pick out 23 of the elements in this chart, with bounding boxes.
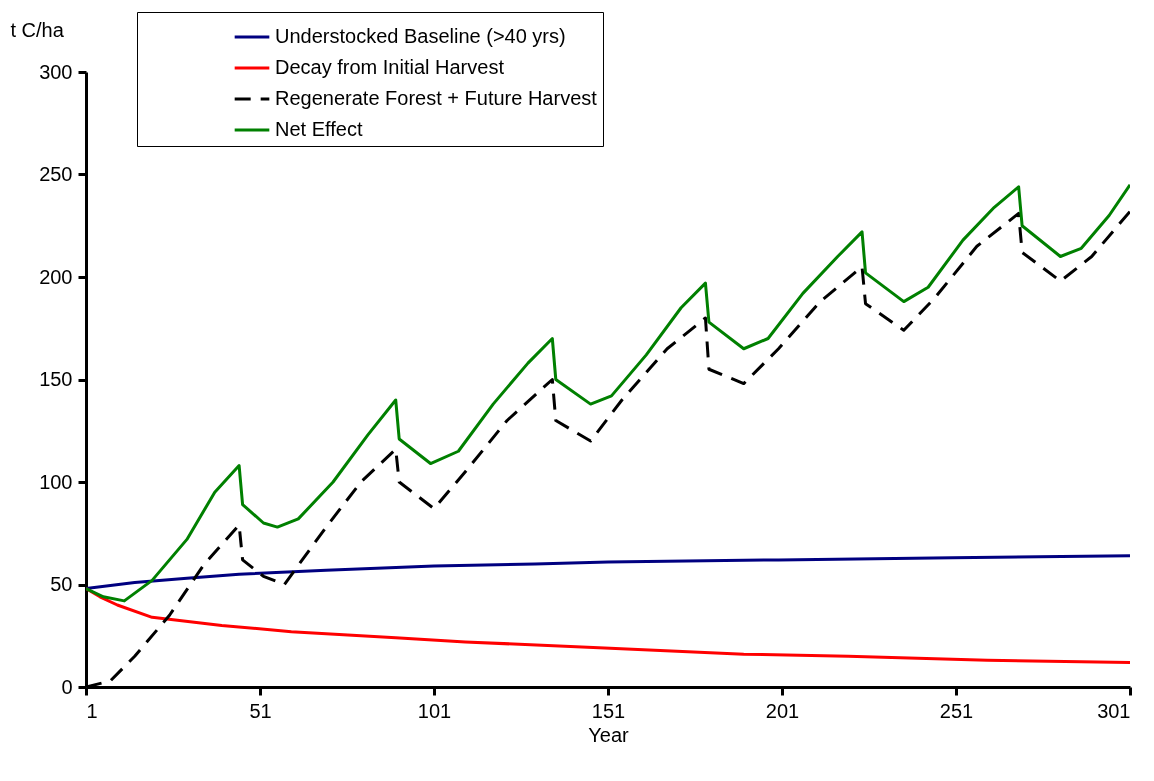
legend-label: Decay from Initial Harvest: [275, 56, 505, 78]
x-axis-title: Year: [588, 723, 630, 746]
line-series: [86, 587, 1130, 664]
line-series: [86, 554, 1130, 591]
legend-label: Understocked Baseline (>40 yrs): [275, 25, 566, 47]
x-tick-label: 51: [249, 699, 272, 722]
y-tick-label: 150: [39, 368, 73, 390]
y-tick-label: 50: [50, 573, 73, 595]
y-tick-label: 0: [61, 675, 73, 698]
y-tick-label: 100: [39, 470, 73, 493]
line-series: [86, 183, 1130, 603]
y-tick-label: 250: [39, 163, 73, 185]
x-tick-label: 101: [417, 699, 452, 722]
x-tick-label: 201: [765, 699, 800, 722]
y-tick-label: 200: [39, 265, 73, 288]
legend-label: Net Effect: [275, 118, 363, 140]
x-tick-label: 301: [1097, 699, 1131, 722]
x-tick-label: 251: [939, 699, 974, 722]
legend-label: Regenerate Forest + Future Harvest: [275, 87, 598, 109]
x-tick-label: 1: [86, 699, 98, 722]
y-axis-title: t C/ha: [10, 18, 65, 41]
x-tick-label: 151: [591, 699, 626, 722]
y-tick-label: 300: [39, 60, 73, 83]
